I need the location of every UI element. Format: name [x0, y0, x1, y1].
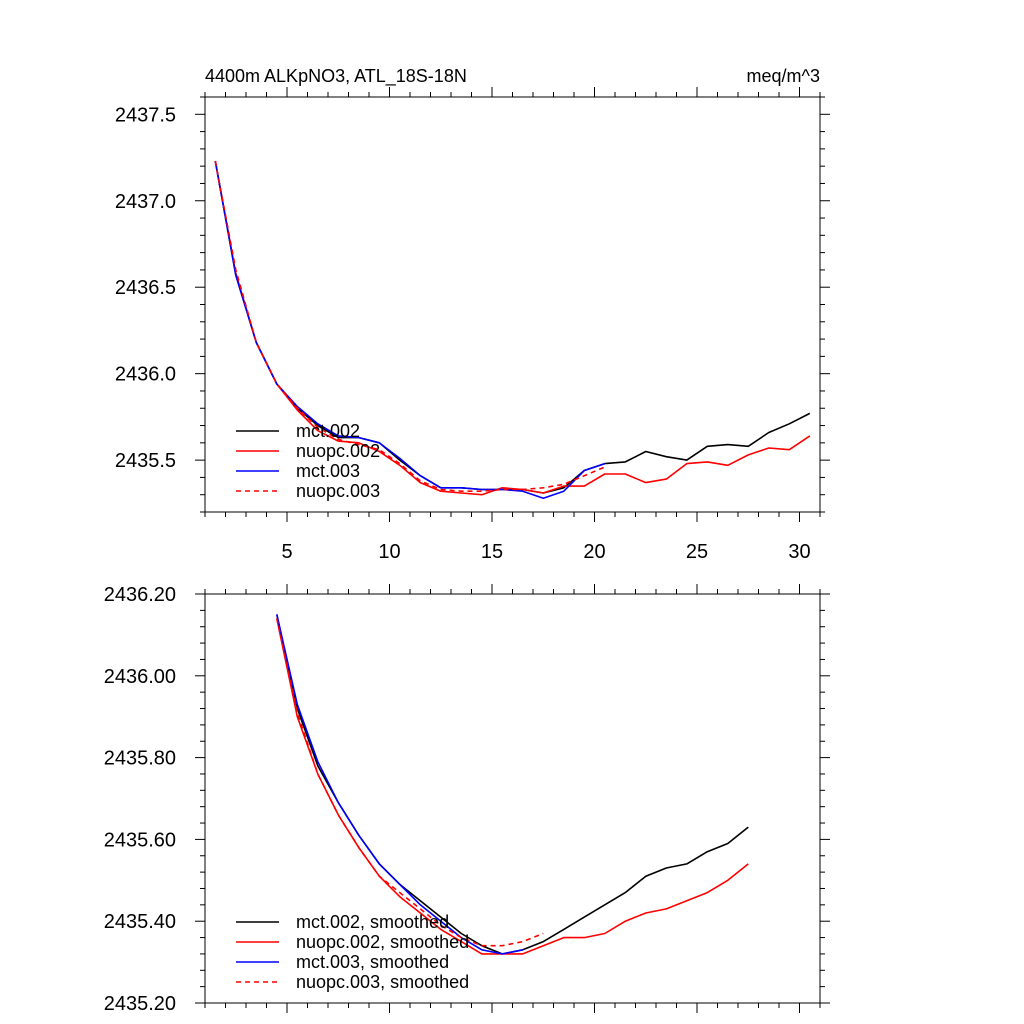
x-tick-label: 15	[481, 541, 503, 563]
legend-label: nuopc.003, smoothed	[296, 972, 469, 992]
chart-1: 5 10 15 20 25 30 2435.5 2436.0 2436.5 2437.0 2437.…	[115, 66, 830, 563]
series-line-nuopc-003	[214, 160, 606, 493]
y-tick-label: 2437.5	[115, 104, 176, 126]
x-tick-label: 25	[686, 541, 708, 563]
x-tick-label: 30	[788, 541, 810, 563]
legend-label: mct.002, smoothed	[296, 912, 449, 932]
chart-2: 2435.20 2435.40 2435.60 2435.80 2436.00 2436.…	[104, 584, 830, 1015]
legend-label: nuopc.002	[296, 441, 380, 461]
x-tick-label: 5	[281, 541, 292, 563]
y-tick-label: 2436.0	[115, 364, 176, 386]
y-tick-label: 2435.5	[115, 450, 176, 472]
legend-label: nuopc.002, smoothed	[296, 932, 469, 952]
y-tick-label: 2435.40	[104, 911, 176, 933]
series-line-nuopc-002	[214, 160, 811, 496]
series-line-nuopc-003-smoothed	[276, 618, 544, 947]
chart-units: meq/m^3	[747, 66, 820, 86]
series-line-mct-003	[214, 160, 606, 500]
y-tick-label: 2436.00	[104, 666, 176, 688]
x-tick-label: 20	[583, 541, 605, 563]
series-line-mct-003-smoothed	[276, 614, 523, 955]
x-tick-label: 10	[378, 541, 400, 563]
legend-label: mct.003	[296, 461, 360, 481]
series-line-nuopc-002-smoothed	[276, 618, 749, 955]
legend-label: nuopc.003	[296, 481, 380, 501]
y-tick-label: 2435.80	[104, 748, 176, 770]
chart-title: 4400m ALKpNO3, ATL_18S-18N	[205, 66, 467, 87]
y-tick-label: 2435.20	[104, 993, 176, 1015]
legend-label: mct.003, smoothed	[296, 952, 449, 972]
y-tick-label: 2436.20	[104, 584, 176, 606]
y-tick-label: 2437.0	[115, 191, 176, 213]
y-tick-label: 2436.5	[115, 277, 176, 299]
legend-label: mct.002	[296, 421, 360, 441]
y-tick-label: 2435.60	[104, 829, 176, 851]
series-line-mct-002-smoothed	[276, 614, 749, 955]
